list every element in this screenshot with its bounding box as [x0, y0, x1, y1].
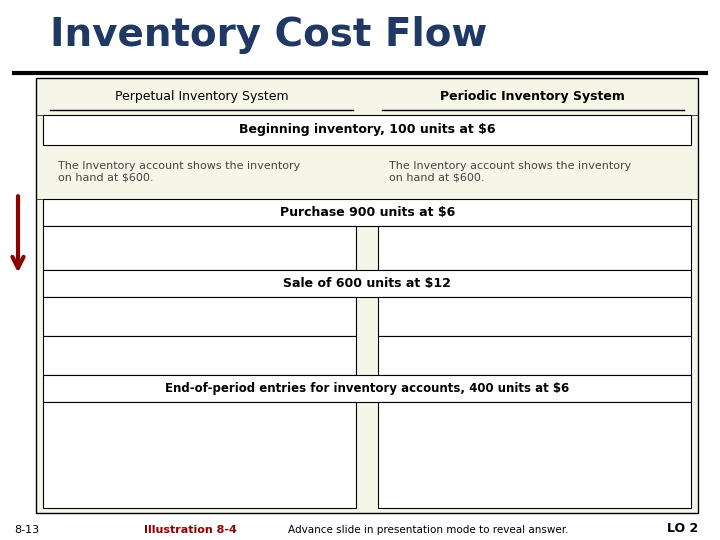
FancyBboxPatch shape	[378, 226, 691, 270]
FancyBboxPatch shape	[378, 336, 691, 375]
Text: End-of-period entries for inventory accounts, 400 units at $6: End-of-period entries for inventory acco…	[165, 382, 570, 395]
FancyBboxPatch shape	[378, 297, 691, 336]
Text: The Inventory account shows the inventory
on hand at $600.: The Inventory account shows the inventor…	[389, 161, 631, 183]
Text: Periodic Inventory System: Periodic Inventory System	[441, 90, 625, 103]
FancyBboxPatch shape	[43, 115, 691, 145]
FancyBboxPatch shape	[43, 336, 356, 375]
FancyBboxPatch shape	[43, 297, 356, 336]
Text: Advance slide in presentation mode to reveal answer.: Advance slide in presentation mode to re…	[288, 524, 569, 535]
FancyBboxPatch shape	[43, 270, 691, 297]
FancyBboxPatch shape	[43, 402, 356, 508]
FancyBboxPatch shape	[43, 375, 691, 402]
Text: Sale of 600 units at $12: Sale of 600 units at $12	[283, 277, 451, 290]
Text: Inventory Cost Flow: Inventory Cost Flow	[50, 16, 487, 54]
FancyBboxPatch shape	[43, 226, 356, 270]
Text: Illustration 8-4: Illustration 8-4	[144, 524, 237, 535]
Text: Perpetual Inventory System: Perpetual Inventory System	[114, 90, 289, 103]
Text: Purchase 900 units at $6: Purchase 900 units at $6	[279, 206, 455, 219]
Text: 8-13: 8-13	[14, 524, 40, 535]
FancyBboxPatch shape	[43, 199, 691, 226]
FancyBboxPatch shape	[378, 402, 691, 508]
Text: LO 2: LO 2	[667, 522, 698, 535]
Text: The Inventory account shows the inventory
on hand at $600.: The Inventory account shows the inventor…	[58, 161, 300, 183]
FancyBboxPatch shape	[36, 78, 698, 513]
Text: Beginning inventory, 100 units at $6: Beginning inventory, 100 units at $6	[239, 123, 495, 137]
